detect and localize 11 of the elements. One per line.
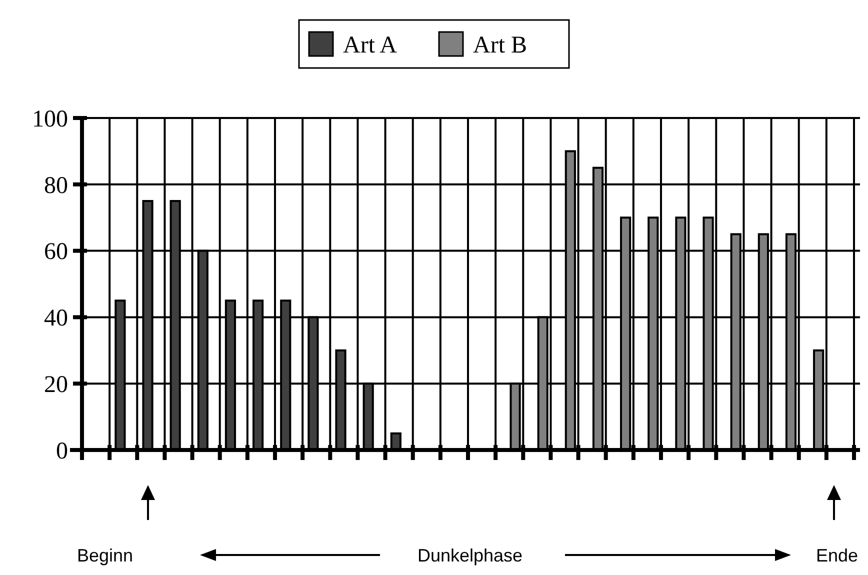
legend-label: Art A <box>343 32 398 58</box>
text: Beginn <box>76 545 134 566</box>
text: Dunkelphase <box>417 545 523 566</box>
legend-label: Art B <box>473 32 527 58</box>
text: Ende <box>816 545 858 566</box>
y-tick-label: 40 <box>44 306 68 332</box>
y-tick-label: 100 <box>32 106 68 132</box>
y-tick-label: 0 <box>56 438 68 464</box>
y-tick-label: 20 <box>44 372 68 398</box>
y-tick-label: 60 <box>44 239 68 266</box>
y-tick-label: 80 <box>44 172 68 199</box>
